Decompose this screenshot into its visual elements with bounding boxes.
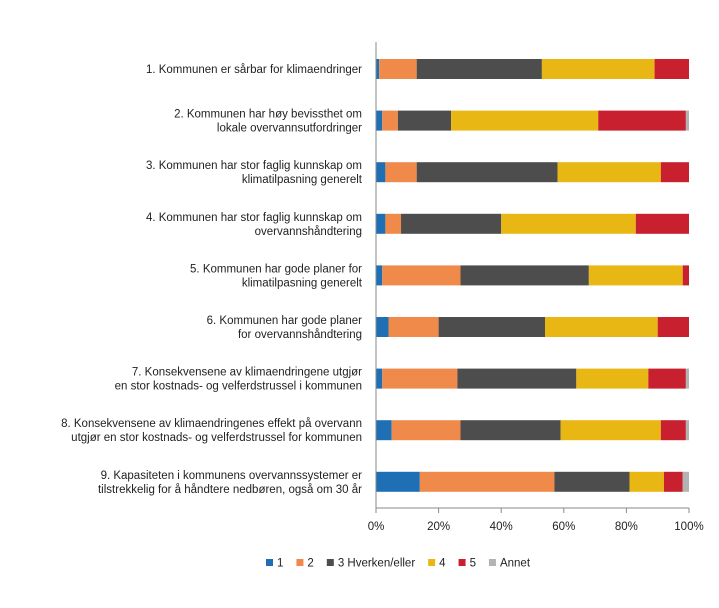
bar-segment: [376, 317, 389, 337]
x-tick-label: 40%: [490, 521, 513, 533]
bar-segment: [376, 265, 383, 286]
x-axis: 0% 20% 40% 60% 80% 100%: [368, 507, 704, 533]
category-label: utgjør en stor kostnads- og velferdstrus…: [71, 432, 362, 444]
category-label: 2. Kommunen har høy bevissthet om: [174, 109, 362, 121]
bar-segment: [460, 265, 589, 286]
x-tick-label: 60%: [552, 521, 575, 533]
bar-segment: [660, 162, 689, 183]
bar-segment: [391, 420, 461, 441]
legend-label: 5: [470, 558, 476, 570]
legend-label: 3 Hverken/eller: [338, 558, 416, 570]
category-label: 8. Konsekvensene av klimaendringenes eff…: [61, 418, 362, 430]
legend: 1 2 3 Hverken/eller 4 5 Annet: [266, 558, 531, 570]
bar-segment: [416, 59, 542, 79]
category-label: klimatilpasning generelt: [242, 174, 363, 186]
x-tick-label: 80%: [615, 521, 638, 533]
category-label: 1. Kommunen er sårbar for klimaendringer: [146, 64, 362, 76]
bar-segment: [685, 368, 689, 389]
bar-row: [376, 59, 689, 79]
bar-segment: [376, 420, 392, 441]
bar-segment: [376, 59, 380, 79]
bar-segment: [685, 420, 689, 441]
bar-segment: [598, 110, 686, 131]
bar-segment: [635, 213, 689, 234]
category-label: 5. Kommunen har gode planer for: [190, 263, 362, 275]
bar-segment: [648, 368, 686, 389]
bar-row: [376, 368, 689, 389]
bar-segment: [376, 110, 383, 131]
legend-label: 2: [307, 558, 313, 570]
bar-segment: [385, 213, 402, 234]
bar-row: [376, 162, 689, 183]
x-tick-label: 20%: [427, 521, 450, 533]
legend-swatch: [266, 559, 273, 566]
legend-swatch: [326, 559, 334, 566]
x-tick-label: 0%: [368, 521, 385, 533]
bar-segment: [376, 162, 386, 183]
bar-segment: [554, 471, 630, 492]
bar-segment: [654, 59, 689, 79]
category-label: 7. Konsekvensene av klimaendringene utgj…: [132, 367, 362, 379]
bar-segment: [382, 110, 398, 131]
category-label: 6. Kommunen har gode planer: [207, 315, 363, 327]
bar-segment: [541, 59, 655, 79]
bar-segment: [382, 368, 458, 389]
bar-segment: [657, 317, 689, 337]
bar-segment: [419, 471, 555, 492]
bar-segment: [501, 213, 636, 234]
bar-segment: [451, 110, 599, 131]
bar-row: [376, 110, 689, 131]
bar-segment: [457, 368, 577, 389]
category-label: 4. Kommunen har stor faglig kunnskap om: [146, 212, 362, 224]
bar-segment: [460, 420, 561, 441]
category-label: en stor kostnads- og velferdstrussel i k…: [115, 381, 362, 393]
bar-row: [376, 265, 689, 286]
legend-label: Annet: [500, 558, 531, 570]
category-label: lokale overvannsutfordringer: [217, 123, 362, 135]
bar-segment: [388, 317, 439, 337]
bar-segment: [416, 162, 558, 183]
bar-segment: [660, 420, 686, 441]
legend-swatch: [458, 559, 466, 566]
legend-swatch: [296, 559, 304, 566]
category-label: 9. Kapasiteten i kommunens overvannssyst…: [101, 470, 363, 482]
bar-segment: [685, 110, 689, 131]
bar-segment: [385, 162, 417, 183]
legend-swatch: [428, 559, 436, 566]
bar-row: [376, 420, 689, 441]
category-label: 3. Kommunen har stor faglig kunnskap om: [146, 160, 362, 172]
category-labels: 1. Kommunen er sårbar for klimaendringer…: [61, 64, 363, 496]
bar-segment: [557, 162, 661, 183]
bar-row: [376, 213, 689, 234]
bar-segment: [382, 265, 461, 286]
category-label: overvannshåndtering: [255, 226, 362, 238]
bar-segment: [379, 59, 417, 79]
category-label: klimatilpasning generelt: [242, 277, 363, 289]
bar-segment: [629, 471, 664, 492]
legend-label: 1: [277, 558, 283, 570]
legend-swatch: [488, 559, 496, 566]
bar-segment: [401, 213, 502, 234]
bar-segment: [576, 368, 649, 389]
bar-segment: [663, 471, 683, 492]
bar-segment: [560, 420, 661, 441]
bar-segment: [376, 368, 383, 389]
bar-segment: [588, 265, 683, 286]
x-tick-label: 100%: [674, 521, 703, 533]
bar-segment: [682, 265, 689, 286]
bar-segment: [682, 471, 689, 492]
bar-row: [376, 471, 689, 492]
bar-segment: [376, 471, 420, 492]
bar-segment: [397, 110, 452, 131]
bar-segment: [545, 317, 658, 337]
bars-layer: [376, 59, 689, 492]
bar-segment: [376, 213, 386, 234]
bar-segment: [438, 317, 546, 337]
bar-row: [376, 317, 689, 337]
legend-label: 4: [439, 558, 446, 570]
category-label: for overvannshåndtering: [238, 329, 362, 341]
category-label: tilstrekkelig for å håndtere nedbøren, o…: [98, 484, 362, 496]
